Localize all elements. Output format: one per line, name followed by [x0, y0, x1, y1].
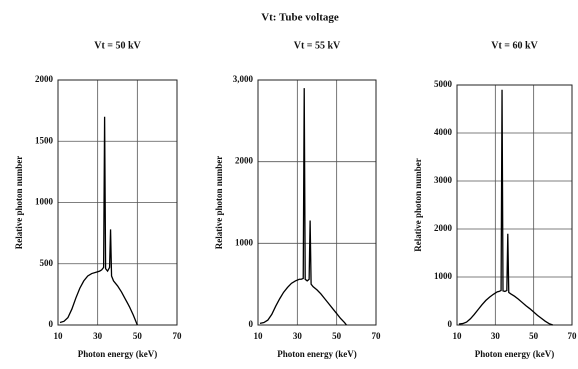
chart-title: Vt = 60 kV [491, 40, 538, 51]
x-tick-label: 70 [173, 331, 183, 341]
x-tick-label: 70 [372, 331, 382, 341]
y-axis-label: Relative photon number [14, 156, 24, 250]
spectrum-line [259, 88, 348, 326]
y-tick-label: 3000 [434, 175, 453, 185]
y-tick-label: 5000 [434, 79, 453, 89]
y-tick-label: 4000 [434, 127, 453, 137]
x-tick-label: 70 [568, 331, 578, 341]
chart-title: Vt = 50 kV [94, 40, 141, 51]
figure-title: Vt: Tube voltage [261, 12, 339, 24]
x-tick-label: 10 [54, 331, 64, 341]
x-tick-label: 10 [254, 331, 264, 341]
y-tick-label: 0 [448, 319, 453, 329]
x-tick-label: 30 [93, 331, 103, 341]
y-tick-label: 1500 [35, 135, 54, 145]
x-axis-label: Photon energy (keV) [277, 349, 357, 359]
x-tick-label: 50 [332, 331, 342, 341]
y-tick-label: 0 [249, 319, 254, 329]
y-tick-label: 2000 [235, 156, 254, 166]
chart-title: Vt = 55 kV [294, 40, 341, 51]
plot-frame [456, 84, 573, 326]
x-tick-label: 50 [133, 331, 143, 341]
y-tick-label: 3,000 [233, 74, 254, 84]
plot-frame [257, 79, 377, 326]
y-tick-label: 1000 [35, 197, 54, 207]
y-tick-label: 500 [40, 258, 54, 268]
y-tick-label: 1000 [434, 271, 453, 281]
y-tick-label: 2000 [35, 74, 54, 84]
y-tick-label: 0 [49, 319, 54, 329]
y-tick-label: 1000 [235, 237, 254, 247]
y-tick-label: 2000 [434, 223, 453, 233]
plot-frame [57, 79, 178, 326]
x-tick-label: 50 [529, 331, 539, 341]
x-tick-label: 10 [453, 331, 463, 341]
x-tick-label: 30 [491, 331, 501, 341]
y-axis-label: Relative photon number [214, 156, 224, 250]
x-axis-label: Photon energy (keV) [78, 349, 158, 359]
x-axis-label: Photon energy (keV) [475, 349, 555, 359]
spectrum-line [458, 89, 554, 326]
spectrum-line [59, 116, 138, 326]
x-tick-label: 30 [293, 331, 303, 341]
y-axis-label: Relative photon number [413, 158, 423, 252]
